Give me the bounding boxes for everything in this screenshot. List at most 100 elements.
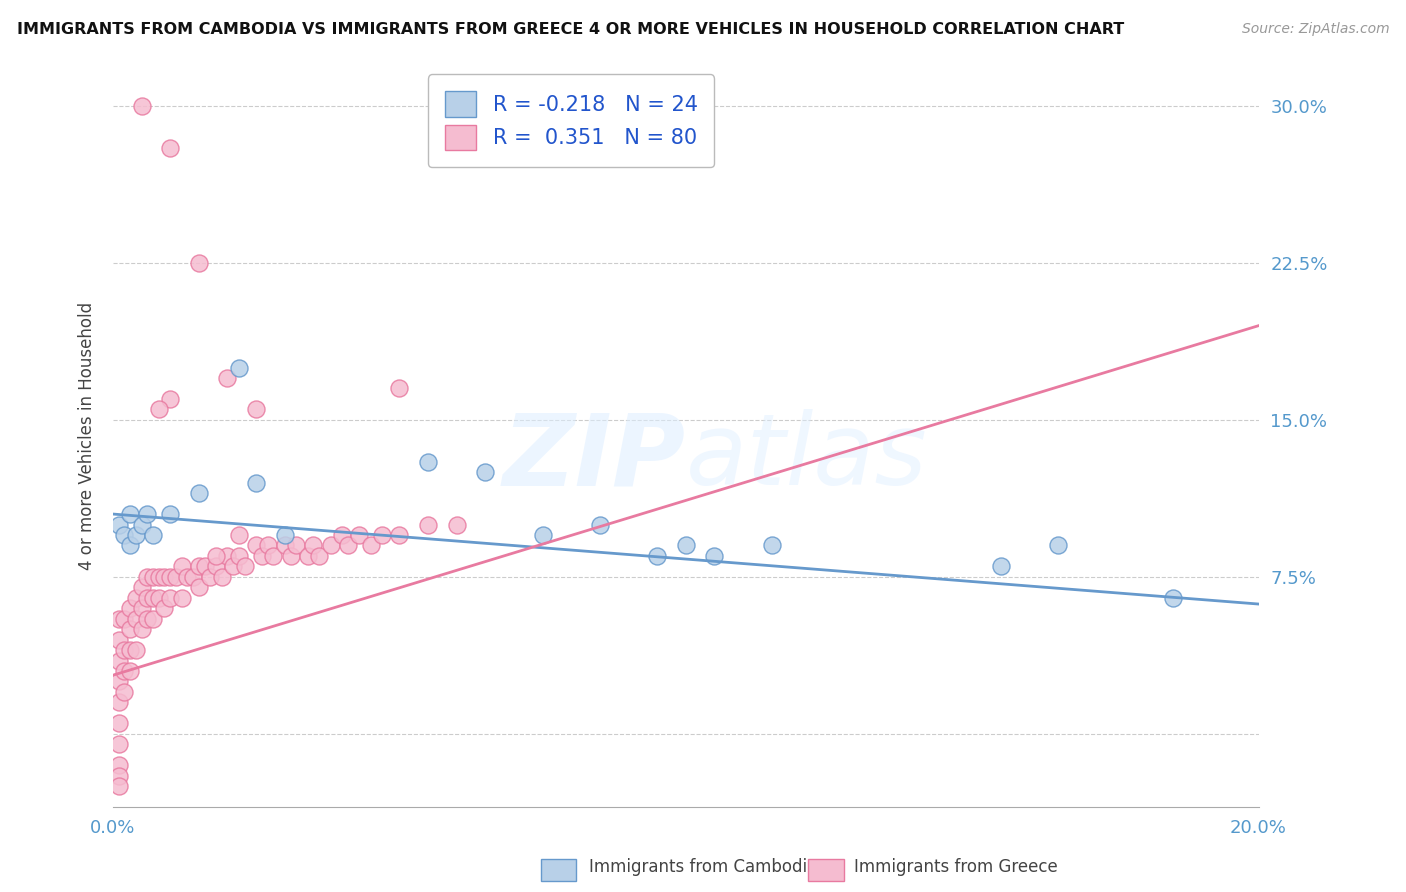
Point: [308, 549, 330, 563]
Point: [125, 612, 148, 626]
Point: [153, 601, 176, 615]
Text: Immigrants from Greece: Immigrants from Greece: [855, 858, 1057, 876]
Point: [1047, 538, 1070, 552]
Point: [120, 601, 142, 615]
Point: [187, 559, 209, 574]
Point: [330, 528, 353, 542]
Text: IMMIGRANTS FROM CAMBODIA VS IMMIGRANTS FROM GREECE 4 OR MORE VEHICLES IN HOUSEHO: IMMIGRANTS FROM CAMBODIA VS IMMIGRANTS F…: [17, 22, 1125, 37]
Point: [125, 643, 148, 657]
Text: atlas: atlas: [686, 409, 928, 507]
Point: [107, 632, 129, 647]
Point: [120, 538, 142, 552]
Point: [228, 549, 250, 563]
Point: [107, 779, 129, 793]
Point: [120, 643, 142, 657]
Point: [280, 549, 302, 563]
Point: [107, 654, 129, 668]
Point: [112, 664, 135, 678]
Point: [159, 570, 181, 584]
Point: [200, 570, 222, 584]
Point: [217, 549, 239, 563]
Point: [388, 382, 411, 396]
Point: [416, 517, 439, 532]
Point: [142, 591, 165, 605]
Point: [107, 758, 129, 772]
Point: [131, 99, 153, 113]
Point: [194, 559, 217, 574]
Point: [233, 559, 256, 574]
Point: [187, 486, 209, 500]
Point: [131, 580, 153, 594]
Point: [181, 570, 204, 584]
Y-axis label: 4 or more Vehicles in Household: 4 or more Vehicles in Household: [79, 301, 96, 570]
Point: [217, 371, 239, 385]
Point: [165, 570, 187, 584]
Point: [319, 538, 342, 552]
Point: [274, 538, 297, 552]
Point: [446, 517, 468, 532]
Point: [211, 570, 233, 584]
Point: [112, 612, 135, 626]
Point: [245, 475, 267, 490]
Point: [120, 664, 142, 678]
Point: [107, 674, 129, 689]
Point: [250, 549, 273, 563]
Point: [228, 360, 250, 375]
Point: [159, 591, 181, 605]
Text: ZIP: ZIP: [503, 409, 686, 507]
Point: [474, 465, 496, 479]
Point: [703, 549, 725, 563]
Point: [136, 507, 159, 521]
Point: [125, 528, 148, 542]
Point: [148, 591, 170, 605]
Point: [222, 559, 245, 574]
Legend: R = -0.218   N = 24, R =  0.351   N = 80: R = -0.218 N = 24, R = 0.351 N = 80: [427, 74, 714, 167]
Point: [107, 612, 129, 626]
Point: [388, 528, 411, 542]
Point: [136, 570, 159, 584]
Point: [107, 517, 129, 532]
Point: [302, 538, 325, 552]
Point: [153, 570, 176, 584]
Point: [112, 528, 135, 542]
Point: [205, 559, 228, 574]
Point: [187, 580, 209, 594]
Point: [262, 549, 284, 563]
Point: [120, 622, 142, 636]
Point: [136, 591, 159, 605]
Point: [112, 685, 135, 699]
Text: Immigrants from Cambodia: Immigrants from Cambodia: [589, 858, 817, 876]
Point: [297, 549, 319, 563]
Point: [675, 538, 697, 552]
Point: [159, 392, 181, 406]
Point: [112, 643, 135, 657]
Point: [245, 402, 267, 417]
Point: [170, 591, 193, 605]
Point: [205, 549, 228, 563]
Point: [176, 570, 198, 584]
Point: [228, 528, 250, 542]
Text: Source: ZipAtlas.com: Source: ZipAtlas.com: [1241, 22, 1389, 37]
Point: [589, 517, 612, 532]
Point: [107, 695, 129, 709]
Point: [336, 538, 359, 552]
Point: [1161, 591, 1184, 605]
Point: [285, 538, 308, 552]
Point: [148, 570, 170, 584]
Point: [360, 538, 382, 552]
Point: [131, 622, 153, 636]
Point: [256, 538, 278, 552]
Point: [159, 507, 181, 521]
Point: [761, 538, 783, 552]
Point: [245, 538, 267, 552]
Point: [187, 256, 209, 270]
Point: [125, 591, 148, 605]
Point: [159, 141, 181, 155]
Point: [274, 528, 297, 542]
Point: [131, 601, 153, 615]
Point: [107, 716, 129, 731]
Point: [148, 402, 170, 417]
Point: [120, 507, 142, 521]
Point: [142, 570, 165, 584]
Point: [371, 528, 394, 542]
